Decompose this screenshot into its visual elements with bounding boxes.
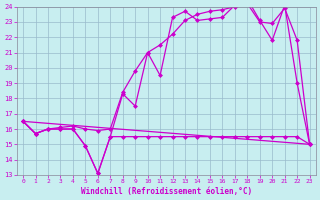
X-axis label: Windchill (Refroidissement éolien,°C): Windchill (Refroidissement éolien,°C) — [81, 187, 252, 196]
